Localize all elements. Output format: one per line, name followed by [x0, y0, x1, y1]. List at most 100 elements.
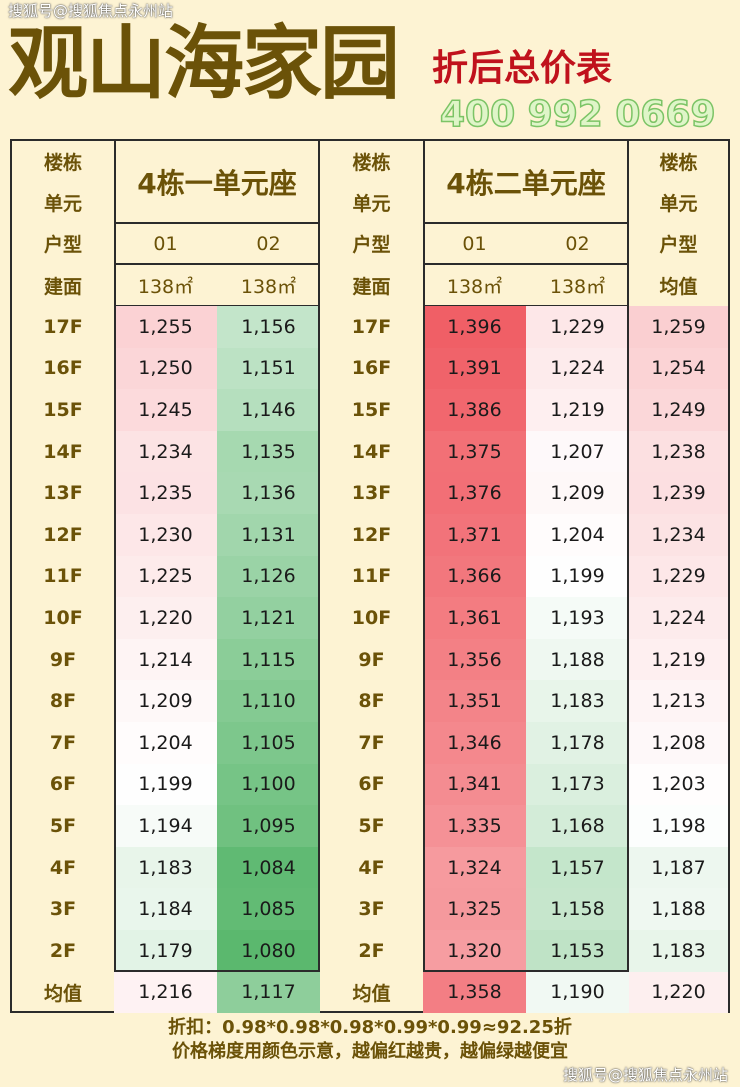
- price-cell: 1,084: [217, 846, 320, 889]
- price-cell: 1,146: [217, 389, 320, 431]
- price-cell: 1,203: [629, 763, 728, 806]
- price-cell: 1,085: [217, 888, 320, 930]
- floor-label: 15F: [351, 398, 392, 421]
- floor-label: 14F: [351, 440, 392, 463]
- floor-label: 3F: [49, 898, 77, 921]
- price-cell: 1,153: [526, 930, 629, 972]
- divider: [423, 263, 629, 265]
- discount-note: 折扣：0.98*0.98*0.98*0.99*0.99≈92.25折: [168, 1017, 572, 1038]
- group-title: 4栋一单元座: [137, 167, 297, 200]
- price-cell: 1,173: [526, 763, 629, 806]
- price-cell: 1,193: [526, 597, 629, 639]
- price-cell: 1,158: [526, 888, 629, 930]
- avg-cell: 1,220: [629, 971, 728, 1013]
- label-type-mid: 户型: [352, 234, 391, 256]
- unit-area-header: 138㎡: [446, 275, 503, 298]
- price-cell: 1,341: [423, 763, 526, 806]
- label-building-left: 楼栋: [43, 152, 82, 174]
- price-cell: 1,179: [114, 930, 217, 972]
- floor-label: 8F: [358, 690, 385, 713]
- price-cell: 1,391: [423, 347, 526, 390]
- floor-label: 11F: [351, 565, 392, 588]
- label-building-mid: 楼栋: [352, 152, 391, 174]
- floor-label: 7F: [358, 731, 385, 754]
- price-cell: 1,325: [423, 888, 526, 930]
- price-cell: 1,224: [526, 347, 629, 390]
- avg-label: 均值: [352, 982, 391, 1005]
- price-cell: 1,213: [629, 680, 728, 722]
- price-cell: 1,230: [114, 514, 217, 556]
- page-subtitle: 折后总价表: [432, 48, 613, 89]
- floor-label: 10F: [43, 606, 83, 629]
- price-cell: 1,335: [423, 805, 526, 847]
- price-cell: 1,235: [114, 472, 217, 514]
- price-cell: 1,225: [114, 555, 217, 598]
- phone-watermark: 400 992 0669: [439, 94, 716, 136]
- floor-label: 17F: [351, 315, 392, 338]
- price-cell: 1,199: [114, 763, 217, 806]
- unit-area-header: 138㎡: [240, 275, 297, 298]
- price-cell: 1,209: [526, 472, 629, 514]
- floor-label: 12F: [43, 523, 83, 546]
- price-cell: 1,320: [423, 930, 526, 972]
- watermark-bottom: 搜狐号@搜狐焦点永州站: [562, 1066, 728, 1084]
- floor-label: 2F: [358, 939, 385, 962]
- price-cell: 1,105: [217, 722, 320, 764]
- price-cell: 1,188: [526, 638, 629, 681]
- price-cell: 1,224: [629, 597, 728, 639]
- price-cell: 1,351: [423, 680, 526, 722]
- price-cell: 1,157: [526, 846, 629, 889]
- floor-label: 10F: [351, 606, 392, 629]
- price-cell: 1,219: [629, 638, 728, 681]
- floor-label: 14F: [43, 440, 83, 463]
- price-cell: 1,219: [526, 389, 629, 431]
- price-cell: 1,366: [423, 555, 526, 598]
- price-cell: 1,356: [423, 638, 526, 681]
- price-cell: 1,396: [423, 306, 526, 348]
- floor-label: 4F: [358, 856, 385, 879]
- price-cell: 1,080: [217, 930, 320, 972]
- watermark-top: 搜狐号@搜狐焦点永州站: [8, 2, 174, 20]
- price-cell: 1,208: [629, 722, 728, 764]
- price-cell: 1,249: [629, 389, 728, 431]
- price-cell: 1,229: [629, 555, 728, 598]
- label-area-left: 建面: [43, 275, 82, 298]
- label-unit-right: 单元: [659, 193, 698, 215]
- price-cell: 1,259: [629, 306, 728, 348]
- page-title: 观山海家园: [8, 17, 400, 110]
- avg-cell: 1,216: [114, 971, 217, 1013]
- avg-cell: 1,358: [423, 971, 526, 1013]
- price-cell: 1,100: [217, 763, 320, 806]
- unit-area-header: 138㎡: [137, 275, 194, 298]
- floor-label: 16F: [351, 357, 392, 380]
- floor-label: 16F: [43, 357, 83, 380]
- price-cell: 1,178: [526, 722, 629, 764]
- unit-type-header: 01: [462, 232, 487, 255]
- price-cell: 1,156: [217, 306, 320, 348]
- label-area-right: 均值: [659, 275, 698, 298]
- price-cell: 1,220: [114, 597, 217, 639]
- price-cell: 1,204: [526, 514, 629, 556]
- price-cell: 1,255: [114, 306, 217, 348]
- floor-label: 8F: [49, 690, 77, 713]
- floor-label: 6F: [49, 773, 77, 796]
- floor-label: 7F: [49, 731, 77, 754]
- divider: [114, 263, 320, 265]
- price-cell: 1,204: [114, 722, 217, 764]
- price-cell: 1,194: [114, 805, 217, 847]
- price-cell: 1,250: [114, 347, 217, 390]
- floor-label: 9F: [358, 648, 385, 671]
- divider: [114, 222, 320, 224]
- price-cell: 1,361: [423, 597, 526, 639]
- price-cell: 1,110: [217, 680, 320, 722]
- floor-label: 17F: [43, 315, 83, 338]
- price-cell: 1,371: [423, 514, 526, 556]
- unit-type-header: 02: [256, 232, 281, 255]
- price-cell: 1,324: [423, 846, 526, 889]
- price-cell: 1,239: [629, 472, 728, 514]
- price-cell: 1,126: [217, 555, 320, 598]
- price-cell: 1,136: [217, 472, 320, 514]
- label-type-right: 户型: [659, 234, 698, 256]
- floor-label: 5F: [358, 814, 385, 837]
- price-cell: 1,214: [114, 638, 217, 681]
